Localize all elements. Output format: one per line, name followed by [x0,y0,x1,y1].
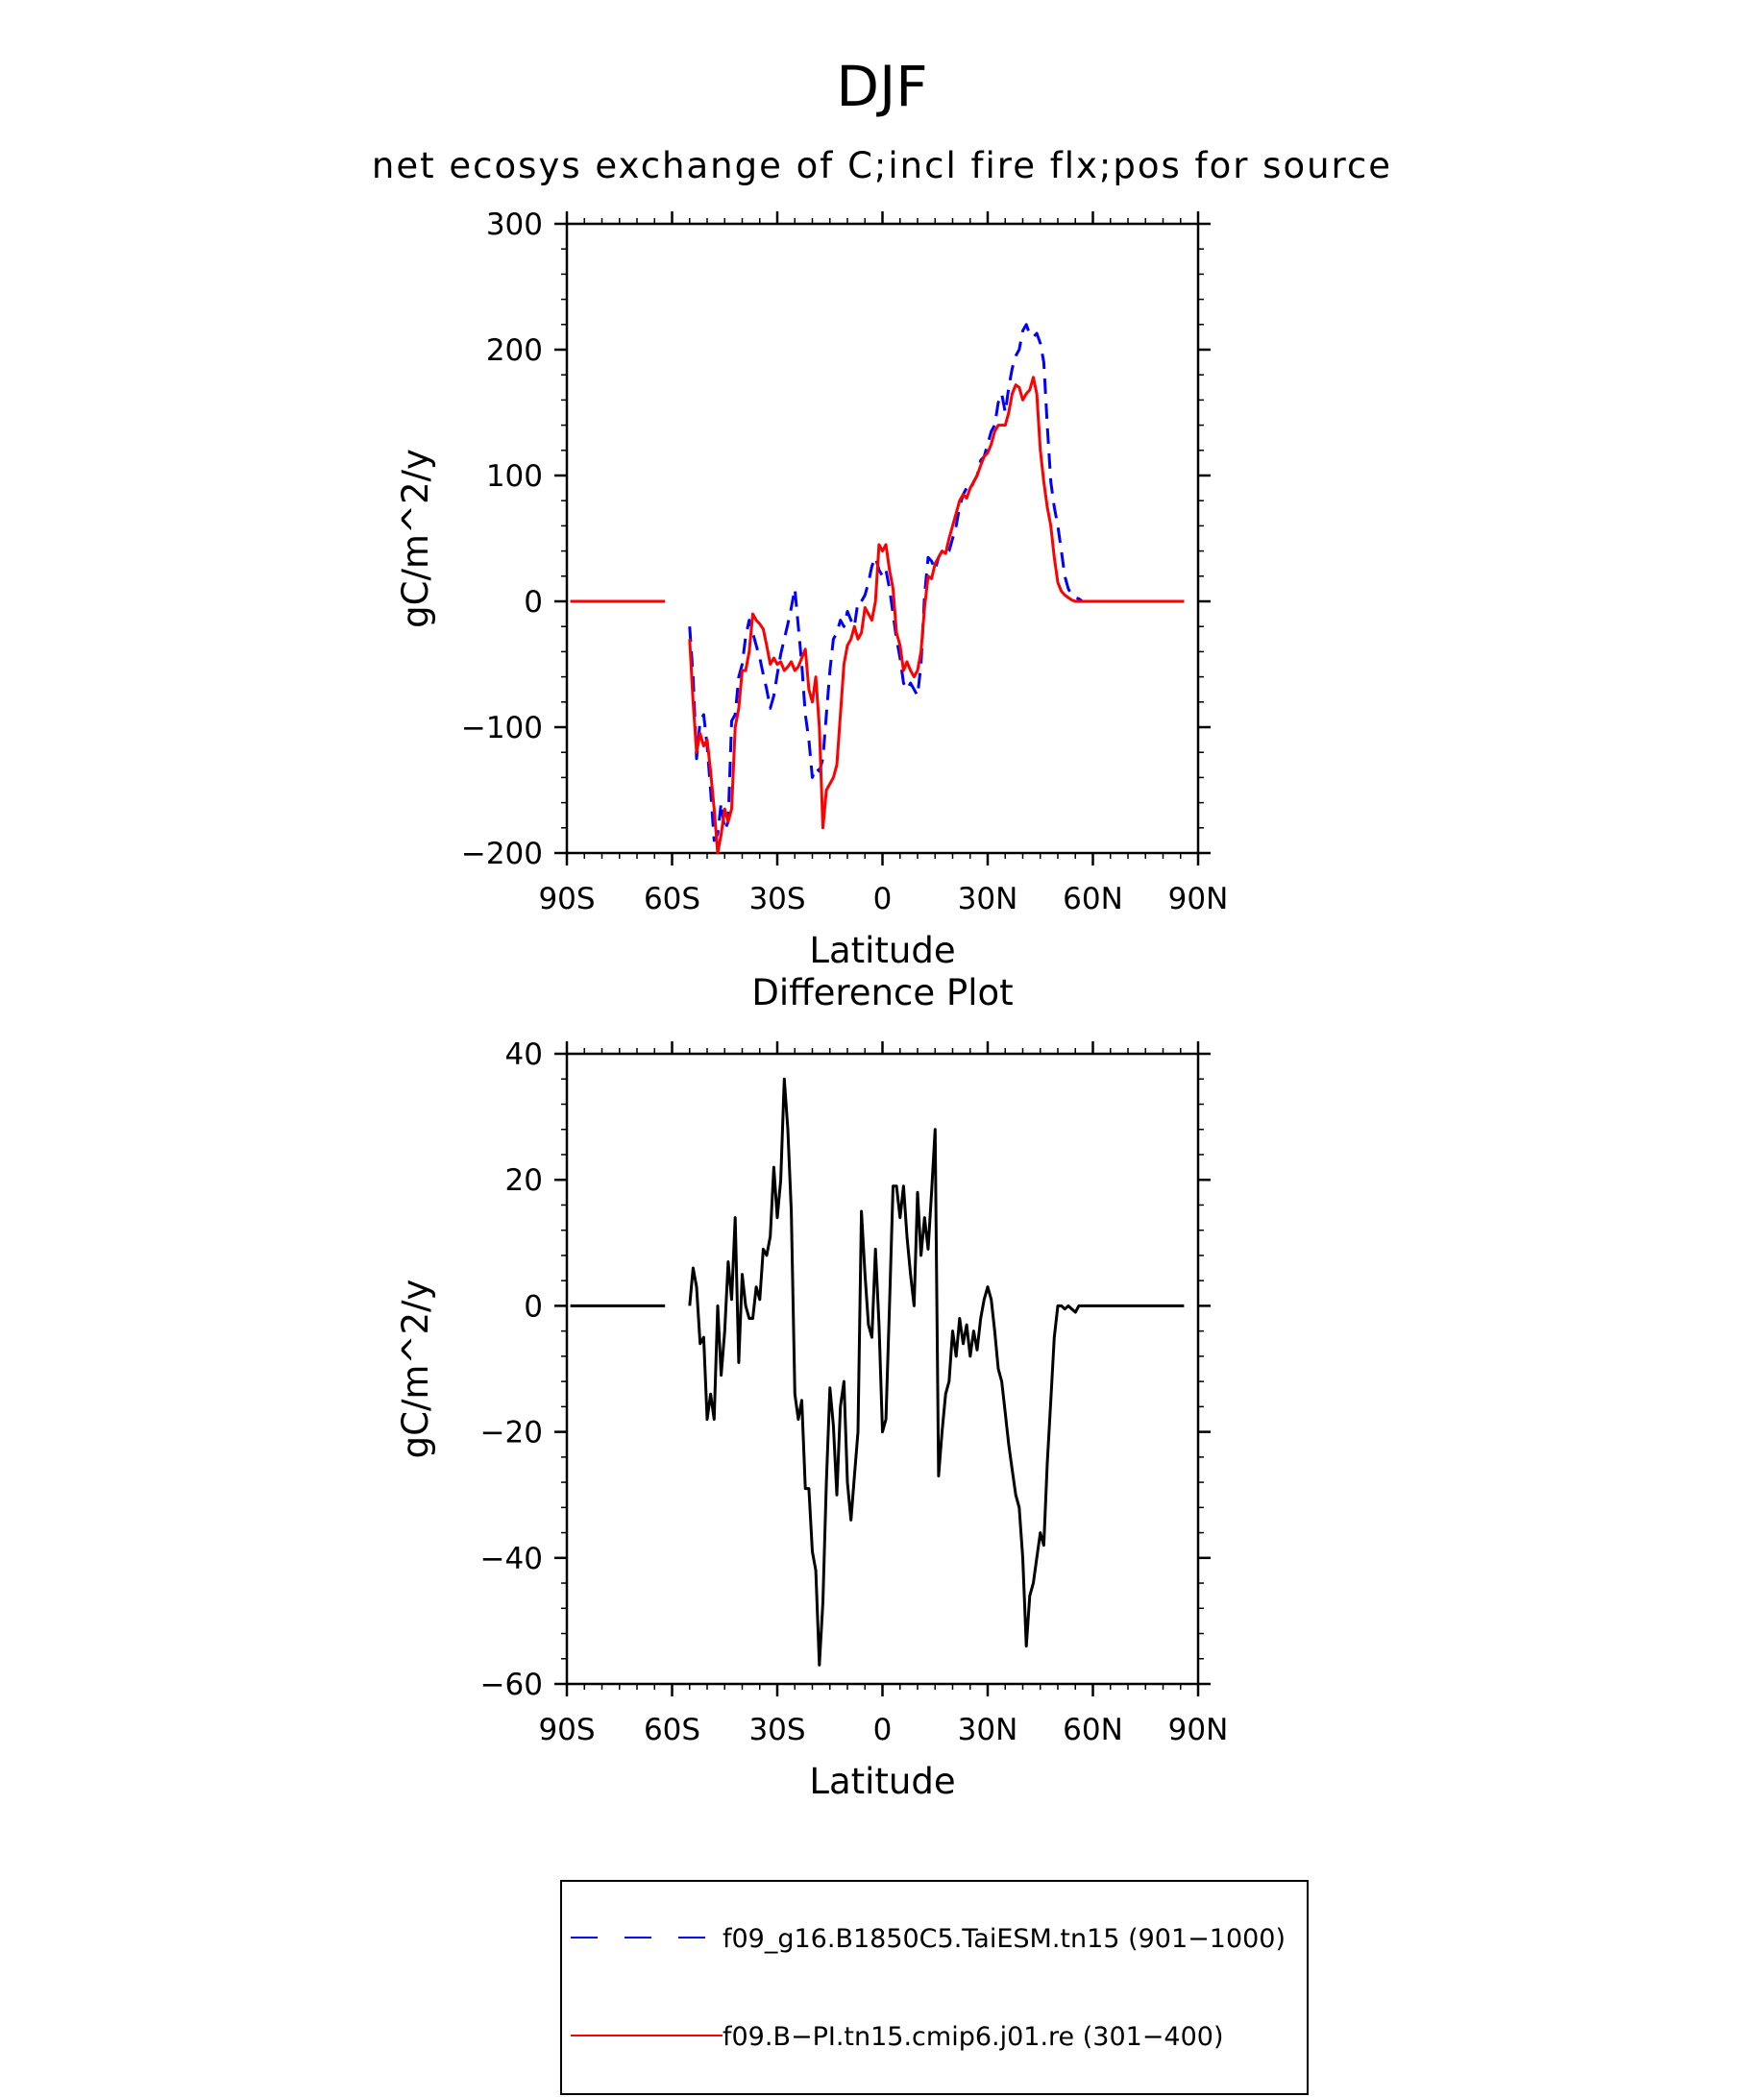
page-title: DJF [836,54,927,119]
chart-title: Difference Plot [751,972,1013,1013]
x-axis-label: Latitude [809,1761,955,1802]
series-1-line-segment-1 [688,376,1185,855]
plot-frame [565,1052,1200,1686]
plot-frame [565,222,1200,855]
y-tick-label: −200 [461,837,543,871]
y-tick-label: −20 [480,1416,543,1451]
y-tick-label: 0 [524,585,543,620]
x-tick-label: 60N [1063,1713,1123,1747]
x-axis-label: Latitude [809,930,955,971]
y-axis-label: gC/m^2/y [395,1280,436,1459]
x-tick-label: 30N [958,882,1018,916]
x-tick-label: 30S [748,1713,805,1747]
legend-box [560,1880,1309,2095]
y-tick-label: −100 [461,711,543,745]
x-tick-label: 30S [748,882,805,916]
x-tick-label: 60S [644,1713,700,1747]
legend-label-cmip6: f09.B−PI.tn15.cmip6.j01.re (301−400) [723,2022,1224,2052]
y-tick-label: 0 [524,1289,543,1324]
x-tick-label: 30N [958,1713,1018,1747]
series-0-line-segment-1 [688,1077,1185,1667]
y-tick-label: −40 [480,1542,543,1576]
legend: f09_g16.B1850C5.TaiESM.tn15 (901−1000) f… [560,1880,1309,2095]
series-0-line-segment-1 [688,323,1185,842]
y-axis-label: gC/m^2/y [395,449,436,628]
y-tick-label: −60 [480,1668,543,1702]
y-tick-label: 300 [486,207,543,242]
difference-line-chart: Difference Plot 90S 60S 30S 0 30N 60N 90N −60 −40… [395,972,1228,1802]
x-tick-label: 90S [538,882,595,916]
y-tick-label: 20 [505,1163,543,1198]
x-tick-label: 60N [1063,882,1123,916]
x-tick-label: 90N [1168,882,1229,916]
x-tick-label: 90S [538,1713,595,1747]
page-subtitle: net ecosys exchange of C;incl fire flx;p… [372,145,1392,186]
top-line-chart: 90S 60S 30S 0 30N 60N 90N −200 −100 0 100 200 300 Lat… [395,207,1228,971]
x-tick-label: 0 [873,882,893,916]
y-tick-label: 40 [505,1037,543,1072]
x-tick-label: 90N [1168,1713,1229,1747]
x-tick-label: 60S [644,882,700,916]
y-tick-label: 200 [486,333,543,368]
legend-label-taiesm: f09_g16.B1850C5.TaiESM.tn15 (901−1000) [723,1924,1286,1954]
x-tick-label: 0 [873,1713,893,1747]
y-tick-label: 100 [486,459,543,494]
